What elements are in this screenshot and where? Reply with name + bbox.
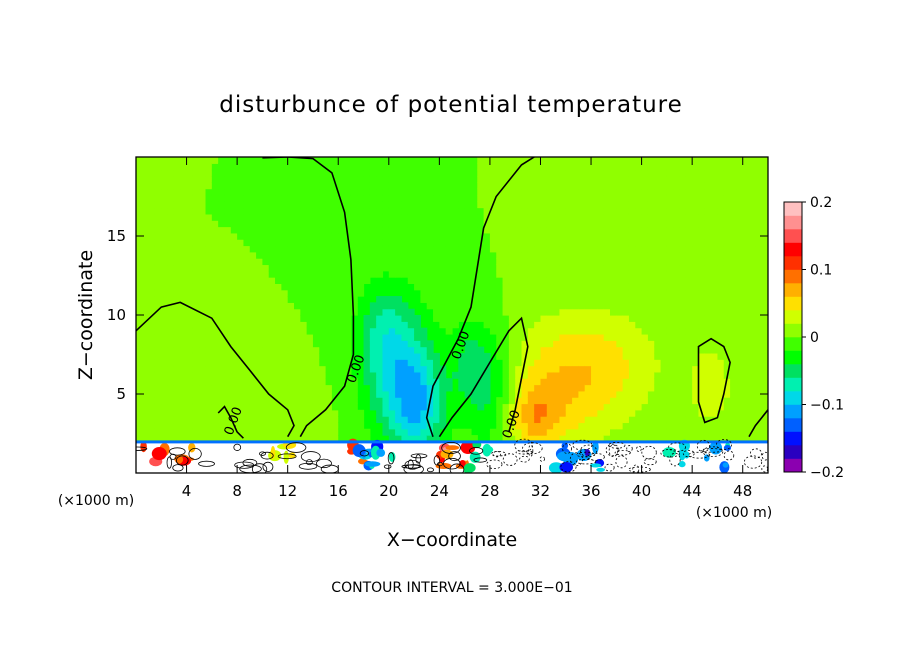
y-axis-ticks: 5 10 15 [107, 227, 768, 403]
y-tick-label-15: 15 [107, 227, 126, 245]
colorbar-segment-3 [784, 418, 802, 432]
chart-title: disturbunce of potential temperature [219, 92, 683, 118]
x-tick-label-8: 8 [232, 482, 242, 500]
contour-interval-label: CONTOUR INTERVAL = 3.000E−01 [331, 580, 572, 596]
colorbar-segment-13 [784, 283, 802, 297]
colorbar-ticks: 0.2 0.1 0 −0.1 −0.2 [802, 195, 844, 481]
colorbar-tick-label: 0.2 [810, 195, 832, 211]
y-tick-label-10: 10 [107, 306, 126, 324]
x-tick-label-36: 36 [581, 482, 600, 500]
contour-line-2 [425, 157, 535, 437]
colorbar-segment-15 [784, 256, 802, 270]
colorbar-segment-16 [784, 242, 802, 257]
y-axis-title: Z−coordinate [75, 250, 97, 380]
y-tick-label-5: 5 [116, 385, 126, 403]
surface-turbulence [136, 438, 768, 473]
colorbar-segment-18 [784, 215, 802, 230]
colorbar-segment-4 [784, 404, 802, 419]
contour-line-6 [748, 409, 768, 438]
colorbar-segment-17 [784, 229, 802, 243]
colorbar-tick-label: 0.1 [810, 263, 832, 279]
surface-top-edge [136, 440, 768, 444]
x-axis-title: X−coordinate [387, 529, 517, 551]
x-axis-ticks: 4 8 12 16 20 24 28 32 36 40 44 48 [182, 157, 752, 500]
field-shading [136, 157, 768, 442]
x-tick-label-28: 28 [480, 482, 499, 500]
colorbar-tick-label: −0.2 [810, 465, 844, 481]
contour-line-0 [136, 301, 295, 438]
colorbar-segment-10 [784, 323, 802, 338]
colorbar-segment-9 [784, 337, 802, 351]
colorbar-segment-8 [784, 350, 802, 365]
contour-lines [136, 157, 768, 439]
colorbar-segment-6 [784, 377, 802, 392]
colorbar-segment-0 [784, 458, 802, 473]
x-tick-label-40: 40 [632, 482, 651, 500]
contour-line-3 [438, 316, 529, 438]
x-tick-label-32: 32 [531, 482, 550, 500]
x-tick-label-24: 24 [430, 482, 449, 500]
colorbar-segment-5 [784, 391, 802, 405]
colorbar-segment-11 [784, 310, 802, 324]
colorbar-segment-1 [784, 445, 802, 459]
x-tick-label-4: 4 [182, 482, 192, 500]
colorbar-segment-2 [784, 431, 802, 446]
contour-line-4 [697, 337, 731, 424]
x-tick-label-44: 44 [683, 482, 702, 500]
colorbar-tick-label: 0 [810, 330, 819, 346]
colorbar-segment-12 [784, 296, 802, 311]
colorbar [784, 202, 802, 473]
colorbar-segment-7 [784, 364, 802, 378]
colorbar-segment-14 [784, 269, 802, 284]
x-tick-label-16: 16 [329, 482, 348, 500]
x-tick-label-20: 20 [379, 482, 398, 500]
x-unit-label-right: (×1000 m) [696, 505, 772, 521]
x-tick-label-48: 48 [733, 482, 752, 500]
colorbar-tick-label: −0.1 [810, 398, 844, 414]
colorbar-segment-19 [784, 202, 802, 216]
x-unit-label-left: (×1000 m) [58, 493, 134, 509]
contour-line-5 [217, 405, 244, 439]
contour-line-1 [262, 157, 355, 438]
x-tick-label-12: 12 [278, 482, 297, 500]
